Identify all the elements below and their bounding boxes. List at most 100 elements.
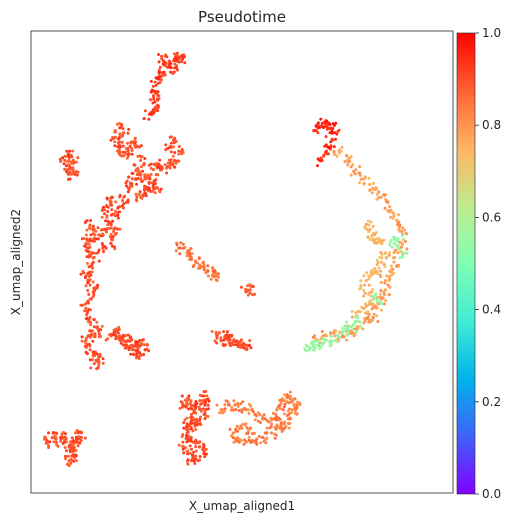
data-point [125, 156, 129, 160]
data-point [345, 320, 349, 324]
data-point [188, 452, 192, 455]
data-point [116, 227, 120, 231]
data-point [246, 293, 250, 297]
data-point [324, 333, 327, 337]
data-point [366, 310, 370, 314]
data-point [203, 403, 207, 407]
data-point [89, 323, 93, 327]
data-point [74, 453, 77, 457]
cluster-right-arc-inner [350, 219, 392, 319]
data-point [186, 462, 190, 466]
data-point [59, 439, 63, 443]
data-point [288, 390, 292, 394]
data-point [184, 402, 188, 405]
data-point [198, 455, 202, 459]
data-point [207, 399, 211, 403]
colorbar-tick-label: 0.8 [482, 118, 501, 132]
colorbar-tick-label: 0.0 [482, 487, 501, 501]
data-point [91, 339, 95, 343]
data-point [157, 53, 160, 56]
data-point [127, 175, 130, 179]
data-point [128, 184, 132, 188]
data-point [105, 196, 109, 200]
data-point [84, 284, 88, 288]
data-point [64, 454, 67, 458]
data-point [139, 158, 143, 162]
data-point [289, 417, 293, 421]
data-point [185, 424, 189, 428]
data-point [127, 333, 130, 337]
data-point [137, 351, 141, 354]
data-point [159, 187, 163, 191]
data-point [232, 440, 236, 444]
data-point [257, 435, 261, 438]
data-point [308, 346, 312, 350]
data-point [247, 343, 251, 347]
data-point [154, 178, 158, 182]
data-point [379, 280, 383, 284]
y-axis-label: X_umap_aligned2 [9, 209, 23, 315]
data-point [182, 426, 186, 430]
data-point [236, 345, 240, 349]
data-point [174, 161, 178, 165]
data-point [225, 399, 229, 403]
data-point [79, 272, 83, 276]
data-point [86, 334, 90, 337]
data-point [389, 264, 393, 268]
data-point [103, 228, 107, 232]
data-point [375, 314, 379, 318]
data-point [109, 200, 113, 204]
data-point [332, 124, 336, 127]
data-point [233, 403, 237, 407]
data-point [45, 439, 49, 442]
data-point [375, 197, 379, 201]
data-point [400, 241, 404, 245]
data-point [105, 205, 109, 209]
data-point [126, 190, 130, 194]
data-point [378, 255, 382, 259]
data-point [388, 243, 392, 247]
data-point [113, 130, 117, 134]
data-point [185, 416, 189, 420]
data-point [91, 350, 95, 354]
data-point [111, 333, 115, 337]
data-point [338, 336, 342, 340]
data-point [237, 409, 241, 412]
data-point [362, 294, 366, 298]
data-point [258, 413, 262, 417]
data-point [217, 331, 221, 335]
data-point [119, 135, 123, 138]
data-point [149, 166, 153, 170]
x-axis-label: X_umap_aligned1 [189, 499, 295, 513]
data-point [168, 163, 172, 167]
data-point [271, 411, 275, 415]
data-point [239, 424, 243, 428]
data-point [76, 170, 80, 174]
data-point [343, 160, 347, 164]
data-point [334, 137, 337, 141]
data-point [241, 400, 245, 404]
data-point [350, 309, 354, 313]
data-point [195, 418, 199, 421]
data-point [91, 280, 95, 284]
data-point [196, 441, 200, 445]
data-point [193, 423, 197, 427]
data-point [179, 55, 183, 59]
data-point [124, 333, 128, 337]
data-point [128, 339, 132, 343]
data-point [185, 254, 189, 258]
data-point [248, 288, 252, 292]
data-point [55, 432, 59, 435]
data-point [335, 333, 339, 337]
data-point [330, 137, 334, 141]
data-point [140, 165, 143, 169]
data-point [328, 344, 332, 348]
data-point [62, 162, 66, 166]
data-point [382, 302, 386, 306]
data-point [156, 109, 160, 113]
data-point [79, 439, 83, 443]
data-point [163, 64, 167, 68]
data-point [97, 329, 100, 333]
data-point [362, 288, 366, 292]
data-point [328, 131, 332, 135]
